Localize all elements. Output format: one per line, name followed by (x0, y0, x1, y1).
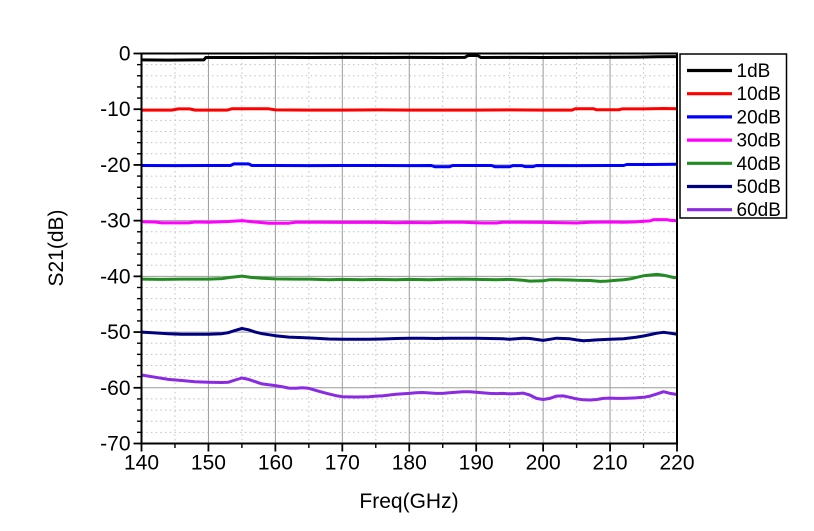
legend-label: 40dB (737, 154, 781, 175)
x-tick-label: 210 (593, 452, 628, 475)
y-tick-label: -70 (100, 433, 130, 456)
legend-item: 10dB (687, 84, 781, 105)
series-line-30dB (141, 218, 678, 225)
series-line-1dB (141, 54, 678, 62)
y-tick-label: -10 (100, 98, 130, 121)
legend-label: 60dB (737, 200, 781, 221)
x-tick-label: 180 (392, 452, 427, 475)
series-line-60dB (141, 373, 678, 402)
legend-item: 50dB (687, 177, 781, 198)
series-line-50dB (141, 327, 678, 343)
legend-item: 30dB (687, 131, 781, 152)
x-tick-label: 150 (191, 452, 226, 475)
x-axis-title: Freq(GHz) (359, 490, 459, 513)
legend-label: 50dB (737, 177, 781, 198)
axis-ticks (133, 52, 678, 452)
y-tick-label: -30 (100, 210, 130, 233)
series-line-20dB (141, 162, 678, 169)
grid-major (141, 53, 677, 444)
x-tick-label: 140 (124, 452, 159, 475)
legend-item: 60dB (687, 200, 781, 221)
legend-box (679, 53, 788, 219)
x-tick-label: 220 (659, 452, 694, 475)
y-tick-label: -20 (100, 154, 130, 177)
x-tick-label: 200 (526, 452, 561, 475)
x-tick-label: 190 (459, 452, 494, 475)
series-line-40dB (141, 272, 678, 283)
x-tick-label: 160 (258, 452, 293, 475)
y-axis-title: S21(dB) (45, 209, 68, 287)
series-line-10dB (141, 107, 678, 112)
legend-item: 40dB (687, 154, 781, 175)
legend-label: 20dB (737, 107, 781, 128)
legend-item: 20dB (687, 107, 781, 128)
legend-item: 1dB (687, 61, 770, 82)
legend-label: 30dB (737, 131, 781, 152)
legend-label: 10dB (737, 84, 781, 105)
y-tick-label: 0 (119, 43, 131, 66)
y-tick-label: -60 (100, 377, 130, 400)
legend-label: 1dB (737, 61, 771, 82)
y-tick-label: -50 (100, 321, 130, 344)
x-tick-label: 170 (325, 452, 360, 475)
y-tick-label: -40 (100, 265, 130, 288)
